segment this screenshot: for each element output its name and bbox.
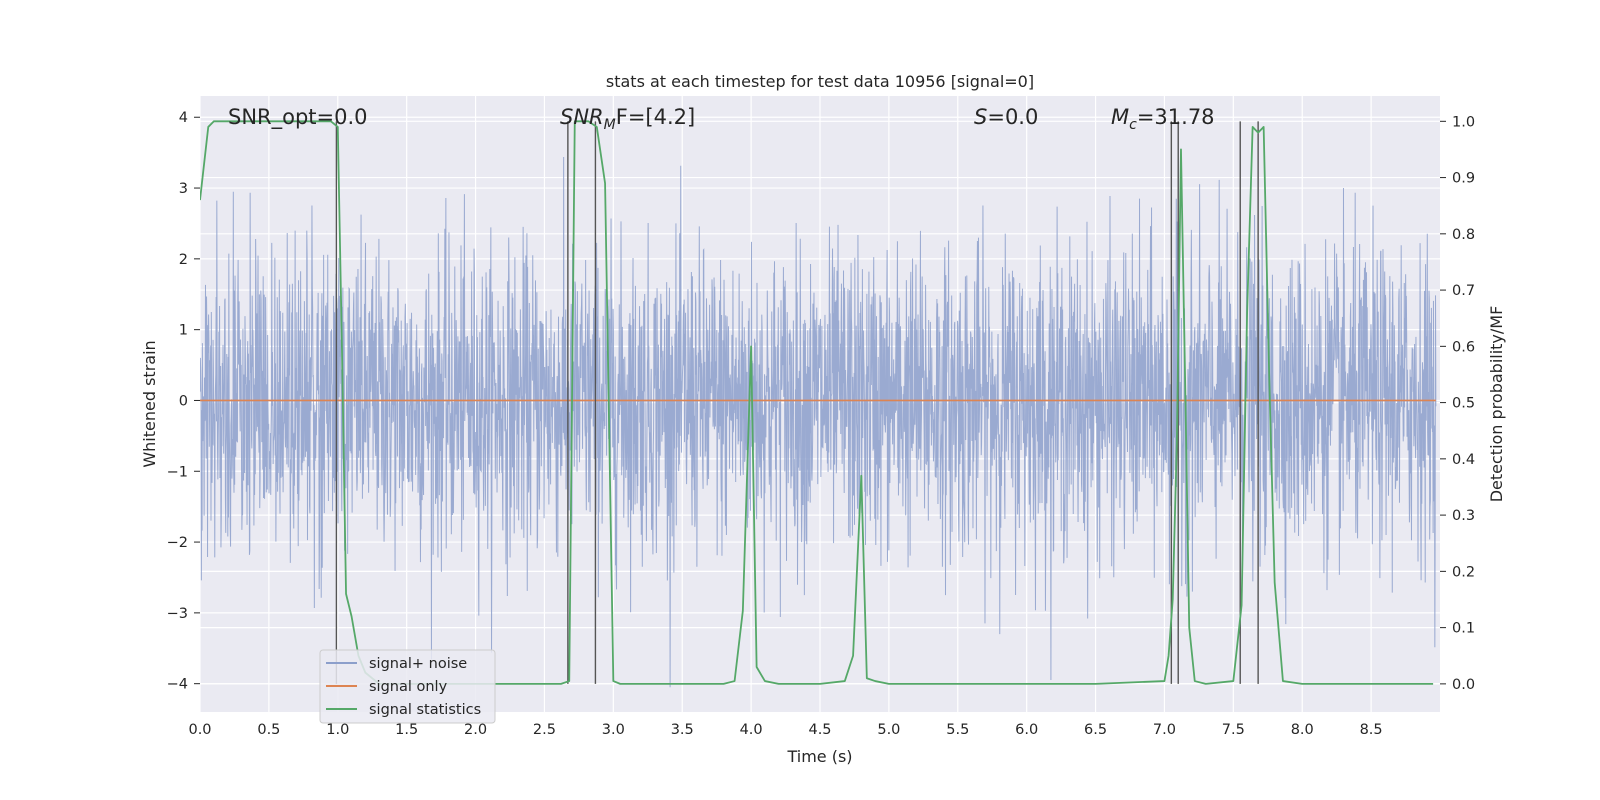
y-tick-label-right: 0.3: [1452, 508, 1475, 524]
y-tick-label-right: 0.6: [1452, 339, 1475, 355]
legend-label-signal: signal only: [369, 679, 448, 695]
y-tick-label-left: −1: [167, 464, 188, 480]
y-tick-label-left: −2: [167, 535, 188, 551]
y-tick-label-right: 0.9: [1452, 171, 1475, 187]
y-tick-label-right: 0.0: [1452, 677, 1475, 693]
y-tick-label-right: 0.8: [1452, 227, 1475, 243]
x-tick-label: 2.0: [464, 722, 487, 738]
legend-box: [319, 649, 496, 724]
x-tick-label: 5.0: [877, 722, 900, 738]
y-tick-label-left: −4: [167, 677, 188, 693]
signal-statistics-series: [200, 120, 1434, 685]
annotation-snr-opt: SNR_opt=0.0: [228, 105, 368, 130]
y-tick-label-right: 0.5: [1452, 396, 1475, 412]
x-tick-label: 5.5: [946, 722, 969, 738]
y-axis-label-left: Whitened strain: [140, 340, 159, 467]
y-tick-label-right: 0.4: [1452, 452, 1475, 468]
y-tick-label-left: −3: [167, 606, 188, 622]
x-tick-label: 7.5: [1222, 722, 1245, 738]
y-tick-label-right: 1.0: [1452, 114, 1475, 130]
legend-label-statistics: signal statistics: [369, 702, 481, 718]
x-tick-label: 8.0: [1291, 722, 1314, 738]
y-tick-label-left: 1: [179, 323, 188, 339]
x-tick-label: 7.0: [1153, 722, 1176, 738]
signal-plus-noise-series: [200, 156, 1437, 688]
x-axis-label: Time (s): [786, 747, 852, 766]
x-tick-label: 2.5: [533, 722, 556, 738]
y-tick-label-left: 4: [179, 110, 188, 126]
x-tick-label: 4.0: [740, 722, 763, 738]
x-tick-label: 8.5: [1360, 722, 1383, 738]
x-tick-label: 3.0: [602, 722, 625, 738]
annotation-snr-mf: SNRMF=[4.2]: [560, 105, 695, 133]
statistics-line: [200, 120, 1434, 685]
x-tick-label: 6.5: [1084, 722, 1107, 738]
legend: signal+ noise signal only signal statist…: [319, 649, 496, 724]
annotation-s: S=0.0: [974, 105, 1038, 129]
y-tick-label-left: 2: [179, 252, 188, 268]
x-tick-label: 6.0: [1015, 722, 1038, 738]
chart-title: stats at each timestep for test data 109…: [606, 72, 1034, 91]
noise-line: [200, 156, 1437, 688]
y-tick-label-right: 0.7: [1452, 283, 1475, 299]
annotation-mc: Mc=31.78: [1111, 105, 1215, 133]
y-tick-label-left: 3: [179, 181, 188, 197]
x-tick-label: 4.5: [808, 722, 831, 738]
x-tick-label: 1.5: [395, 722, 418, 738]
y-tick-label-right: 0.2: [1452, 564, 1475, 580]
x-tick-label: 0.0: [188, 722, 211, 738]
x-tick-label: 1.0: [326, 722, 349, 738]
legend-label-noise: signal+ noise: [369, 656, 467, 672]
y-tick-label-right: 0.1: [1452, 621, 1475, 637]
y-axis-label-right: Detection probability/MF: [1487, 306, 1506, 503]
x-tick-label: 0.5: [257, 722, 280, 738]
x-tick-label: 3.5: [671, 722, 694, 738]
y-tick-label-left: 0: [179, 393, 188, 409]
